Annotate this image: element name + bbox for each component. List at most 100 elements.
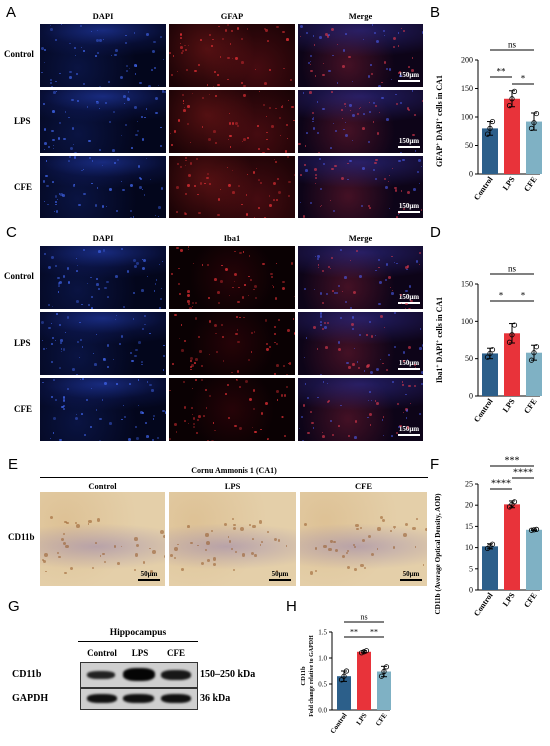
cell-dot xyxy=(224,267,228,271)
cell-dot xyxy=(135,348,138,352)
cell-dot xyxy=(115,48,119,52)
cell-dot xyxy=(215,142,218,145)
stained-cell xyxy=(353,546,356,549)
cell-dot xyxy=(151,389,154,392)
cell-dot xyxy=(74,152,77,153)
cell-dot xyxy=(388,174,390,176)
cell-dot xyxy=(179,249,183,253)
cell-dot xyxy=(319,320,322,323)
x-tick-label-control: Control xyxy=(472,590,495,618)
stained-cell xyxy=(136,544,140,548)
cell-dot xyxy=(338,284,341,287)
row-label-control: Control xyxy=(4,49,34,59)
cell-dot xyxy=(117,159,120,162)
cell-dot xyxy=(301,440,304,441)
cell-dot xyxy=(63,407,65,410)
cell-dot xyxy=(353,348,355,350)
cell-dot xyxy=(149,332,151,335)
cell-dot xyxy=(264,217,267,218)
cell-dot xyxy=(258,148,260,150)
cell-dot xyxy=(341,108,343,111)
stained-cell xyxy=(353,543,356,547)
cell-dot xyxy=(266,131,268,134)
cell-dot xyxy=(215,332,218,335)
stained-cell xyxy=(64,571,67,575)
cell-dot xyxy=(402,351,406,354)
scale-bar: 150μm xyxy=(398,137,420,148)
stained-cell xyxy=(315,569,318,572)
panel-label-e: E xyxy=(8,456,19,473)
x-tick-label-lps: LPS xyxy=(501,175,517,193)
cell-dot xyxy=(400,190,403,192)
cell-dot xyxy=(397,32,400,34)
cell-dot xyxy=(328,69,331,73)
cell-dot xyxy=(339,317,343,320)
cell-dot xyxy=(160,287,162,289)
cell-dot xyxy=(236,316,238,319)
cell-dot xyxy=(51,343,54,346)
cell-dot xyxy=(115,275,119,279)
cell-dot xyxy=(328,399,331,402)
stained-cell xyxy=(380,515,384,519)
cell-dot xyxy=(387,180,390,182)
cell-dot xyxy=(51,305,53,307)
cell-dot xyxy=(391,78,393,80)
cell-dot xyxy=(408,65,410,68)
cell-dot xyxy=(183,406,187,409)
fluor-image-merge-cfe: 150μm xyxy=(298,378,423,441)
cell-dot xyxy=(347,162,350,165)
cell-dot xyxy=(62,404,65,407)
cell-dot xyxy=(317,255,320,258)
cell-dot xyxy=(206,176,209,180)
cell-dot xyxy=(319,205,321,207)
row-label-lps: LPS xyxy=(14,116,31,126)
cell-dot xyxy=(407,426,410,429)
cell-dot xyxy=(273,199,275,201)
cell-dot xyxy=(60,24,62,26)
cell-dot xyxy=(256,168,258,170)
cell-dot xyxy=(183,381,186,384)
cell-dot xyxy=(130,184,134,188)
cell-dot xyxy=(309,410,312,413)
data-point xyxy=(484,354,491,360)
cell-dot xyxy=(183,339,187,342)
cell-dot xyxy=(318,35,322,39)
cell-dot xyxy=(304,164,306,166)
cell-dot xyxy=(96,100,98,103)
cell-dot xyxy=(367,75,371,78)
cell-dot xyxy=(48,265,52,269)
cell-dot xyxy=(212,422,215,424)
cell-dot xyxy=(342,49,346,53)
cell-dot xyxy=(144,324,146,326)
cell-dot xyxy=(139,81,142,85)
cell-dot xyxy=(321,269,325,273)
cell-dot xyxy=(129,383,132,385)
stained-cell xyxy=(42,560,46,564)
cell-dot xyxy=(276,364,280,368)
cell-dot xyxy=(317,264,320,266)
cell-dot xyxy=(50,25,52,27)
panel-label-f: F xyxy=(430,456,440,473)
cell-dot xyxy=(199,350,202,353)
cell-dot xyxy=(80,338,83,341)
blot-image-cd11b xyxy=(80,662,198,688)
cell-dot xyxy=(163,344,165,347)
stained-cell xyxy=(134,553,139,557)
stained-cell xyxy=(234,550,238,554)
stained-cell xyxy=(87,523,90,525)
cell-dot xyxy=(245,379,249,383)
cell-dot xyxy=(55,201,58,203)
cell-dot xyxy=(287,329,290,332)
cell-dot xyxy=(183,106,186,109)
cell-dot xyxy=(58,323,61,326)
cell-dot xyxy=(115,209,118,213)
cell-dot xyxy=(371,24,374,26)
cell-dot xyxy=(338,424,340,427)
stained-cell xyxy=(377,527,381,531)
cell-dot xyxy=(201,264,204,266)
cell-dot xyxy=(238,251,242,255)
cell-dot xyxy=(95,55,97,57)
cell-dot xyxy=(330,419,332,422)
cell-dot xyxy=(217,73,220,76)
cell-dot xyxy=(222,360,224,362)
